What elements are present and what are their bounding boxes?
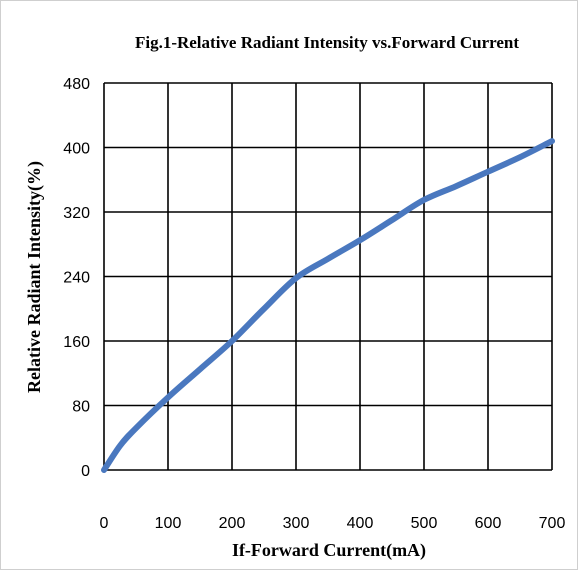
y-tick-label: 480 xyxy=(63,76,90,93)
y-tick-label: 80 xyxy=(72,399,90,416)
tick-labels: 0 100 200 300 400 500 600 700 0 80 160 240 320 400 480 xyxy=(63,76,565,532)
y-tick-label: 320 xyxy=(63,205,90,222)
y-axis-title: Relative Radiant Intensity(%) xyxy=(24,161,45,393)
series-line xyxy=(101,138,555,473)
x-tick-label: 200 xyxy=(219,515,246,532)
x-tick-label: 100 xyxy=(155,515,182,532)
x-axis-title: If-Forward Current(mA) xyxy=(232,540,426,561)
x-tick-label: 700 xyxy=(539,515,566,532)
y-tick-label: 240 xyxy=(63,270,90,287)
x-tick-label: 500 xyxy=(411,515,438,532)
series-group xyxy=(101,138,555,473)
y-tick-label: 0 xyxy=(81,463,90,480)
y-tick-label: 160 xyxy=(63,334,90,351)
x-tick-label: 600 xyxy=(475,515,502,532)
x-tick-label: 400 xyxy=(347,515,374,532)
grid xyxy=(103,82,553,471)
x-tick-label: 300 xyxy=(283,515,310,532)
y-tick-label: 400 xyxy=(63,141,90,158)
x-tick-label: 0 xyxy=(100,515,109,532)
chart-title: Fig.1-Relative Radiant Intensity vs.Forw… xyxy=(135,33,519,52)
